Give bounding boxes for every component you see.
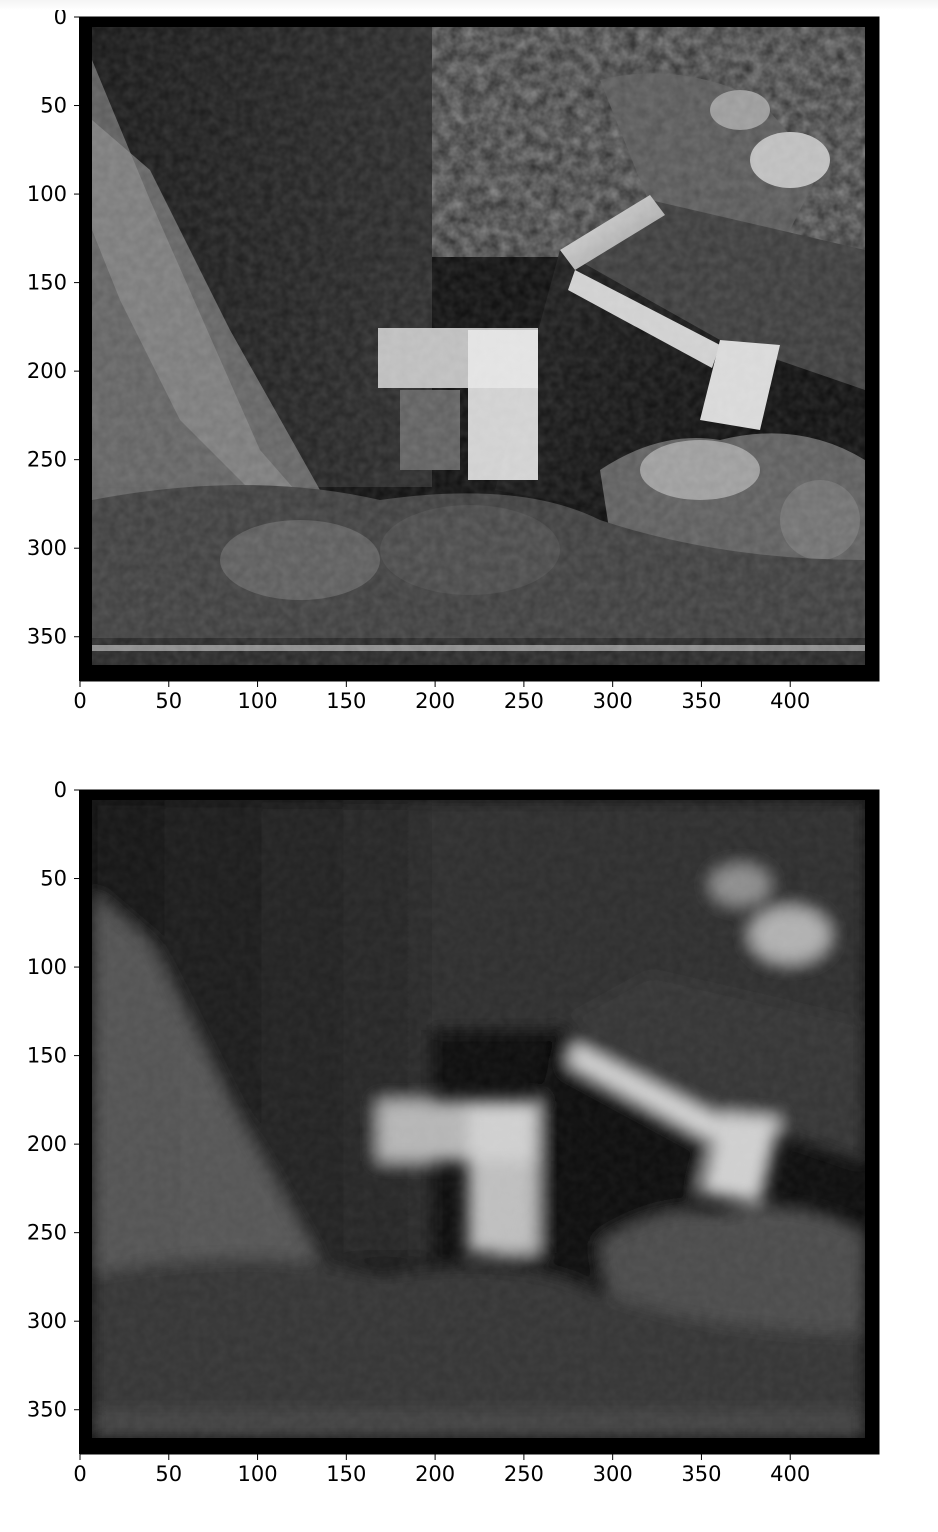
x-tick-label: 0 <box>73 689 86 713</box>
x-tick-label: 250 <box>504 1462 544 1486</box>
y-tick-label: 0 <box>54 5 67 29</box>
axes-spine <box>79 16 880 682</box>
x-tick-label: 400 <box>770 689 810 713</box>
y-tick-label: 150 <box>27 1044 67 1068</box>
y-tick-label: 350 <box>27 625 67 649</box>
x-tick-label: 0 <box>73 1462 86 1486</box>
image-content <box>92 27 865 665</box>
window-top-edge <box>0 0 938 10</box>
x-tick-label: 300 <box>593 1462 633 1486</box>
x-tick-label: 350 <box>681 1462 721 1486</box>
x-tick-label: 50 <box>155 689 182 713</box>
y-tick-label: 150 <box>27 271 67 295</box>
y-tick-label: 100 <box>27 182 67 206</box>
image-panel-bottom <box>79 790 879 1454</box>
y-tick-label: 50 <box>40 94 67 118</box>
y-tick-label: 250 <box>27 1221 67 1245</box>
y-tick-label: 250 <box>27 448 67 472</box>
x-tick-label: 100 <box>238 1462 278 1486</box>
x-tick-label: 100 <box>238 689 278 713</box>
x-tick-label: 150 <box>326 689 366 713</box>
x-tick-label: 300 <box>593 689 633 713</box>
x-tick-label: 200 <box>415 1462 455 1486</box>
image-content <box>92 800 865 1438</box>
x-tick-label: 200 <box>415 689 455 713</box>
image-panel-top <box>79 17 879 681</box>
y-tick-label: 300 <box>27 1309 67 1333</box>
y-tick-label: 200 <box>27 359 67 383</box>
x-tick-label: 150 <box>326 1462 366 1486</box>
y-tick-label: 100 <box>27 955 67 979</box>
y-tick-label: 200 <box>27 1132 67 1156</box>
x-tick-label: 350 <box>681 689 721 713</box>
x-tick-label: 50 <box>155 1462 182 1486</box>
x-tick-label: 250 <box>504 689 544 713</box>
y-tick-label: 0 <box>54 778 67 802</box>
y-tick-label: 300 <box>27 536 67 560</box>
y-tick-label: 50 <box>40 867 67 891</box>
x-tick-label: 400 <box>770 1462 810 1486</box>
y-tick-label: 350 <box>27 1398 67 1422</box>
axes-spine <box>79 789 880 1455</box>
